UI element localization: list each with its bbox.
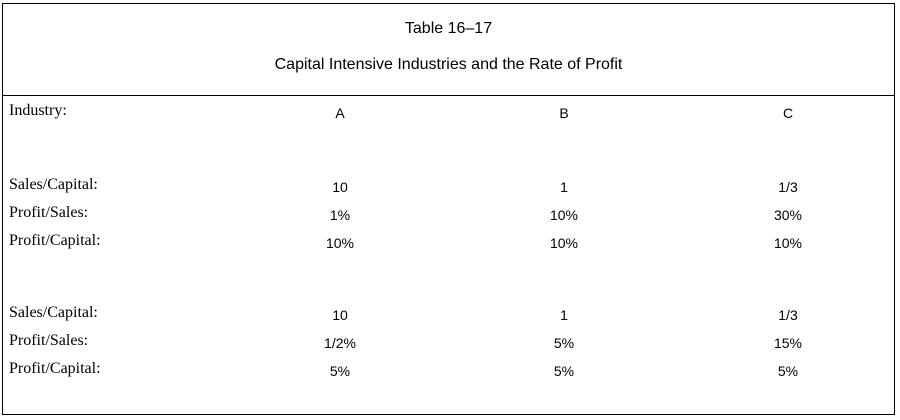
cell-c: 1/3 bbox=[778, 179, 798, 195]
cell-a: 1/2% bbox=[324, 335, 356, 351]
table-number: Table 16–17 bbox=[404, 20, 493, 37]
cell-b: 10% bbox=[549, 235, 579, 251]
cell-c: 15% bbox=[773, 335, 803, 351]
row-label: Profit/Sales: bbox=[9, 332, 89, 349]
table-frame: Table 16–17 Capital Intensive Industries… bbox=[2, 3, 895, 415]
cell-c: 30% bbox=[773, 207, 803, 223]
table-title-block: Table 16–17 Capital Intensive Industries… bbox=[3, 4, 894, 96]
row-label: Profit/Capital: bbox=[9, 360, 101, 377]
column-header-b: B bbox=[559, 105, 569, 121]
cell-a: 5% bbox=[329, 363, 351, 379]
cell-b: 1 bbox=[560, 307, 568, 323]
column-header-a: A bbox=[335, 105, 345, 121]
row-label: Sales/Capital: bbox=[9, 176, 98, 193]
row-label: Sales/Capital: bbox=[9, 304, 98, 321]
cell-c: 10% bbox=[773, 235, 803, 251]
column-header-c: C bbox=[782, 105, 794, 121]
row-label: Profit/Capital: bbox=[9, 232, 101, 249]
cell-b: 10% bbox=[549, 207, 579, 223]
table-title: Capital Intensive Industries and the Rat… bbox=[274, 56, 623, 73]
cell-a: 10 bbox=[332, 307, 348, 323]
row-label: Profit/Sales: bbox=[9, 204, 89, 221]
cell-c: 1/3 bbox=[778, 307, 798, 323]
cell-b: 5% bbox=[553, 335, 575, 351]
cell-b: 5% bbox=[553, 363, 575, 379]
cell-a: 10 bbox=[332, 179, 348, 195]
cell-a: 10% bbox=[325, 235, 355, 251]
cell-b: 1 bbox=[560, 179, 568, 195]
header-label: Industry: bbox=[9, 102, 67, 119]
cell-a: 1% bbox=[329, 207, 351, 223]
cell-c: 5% bbox=[777, 363, 799, 379]
